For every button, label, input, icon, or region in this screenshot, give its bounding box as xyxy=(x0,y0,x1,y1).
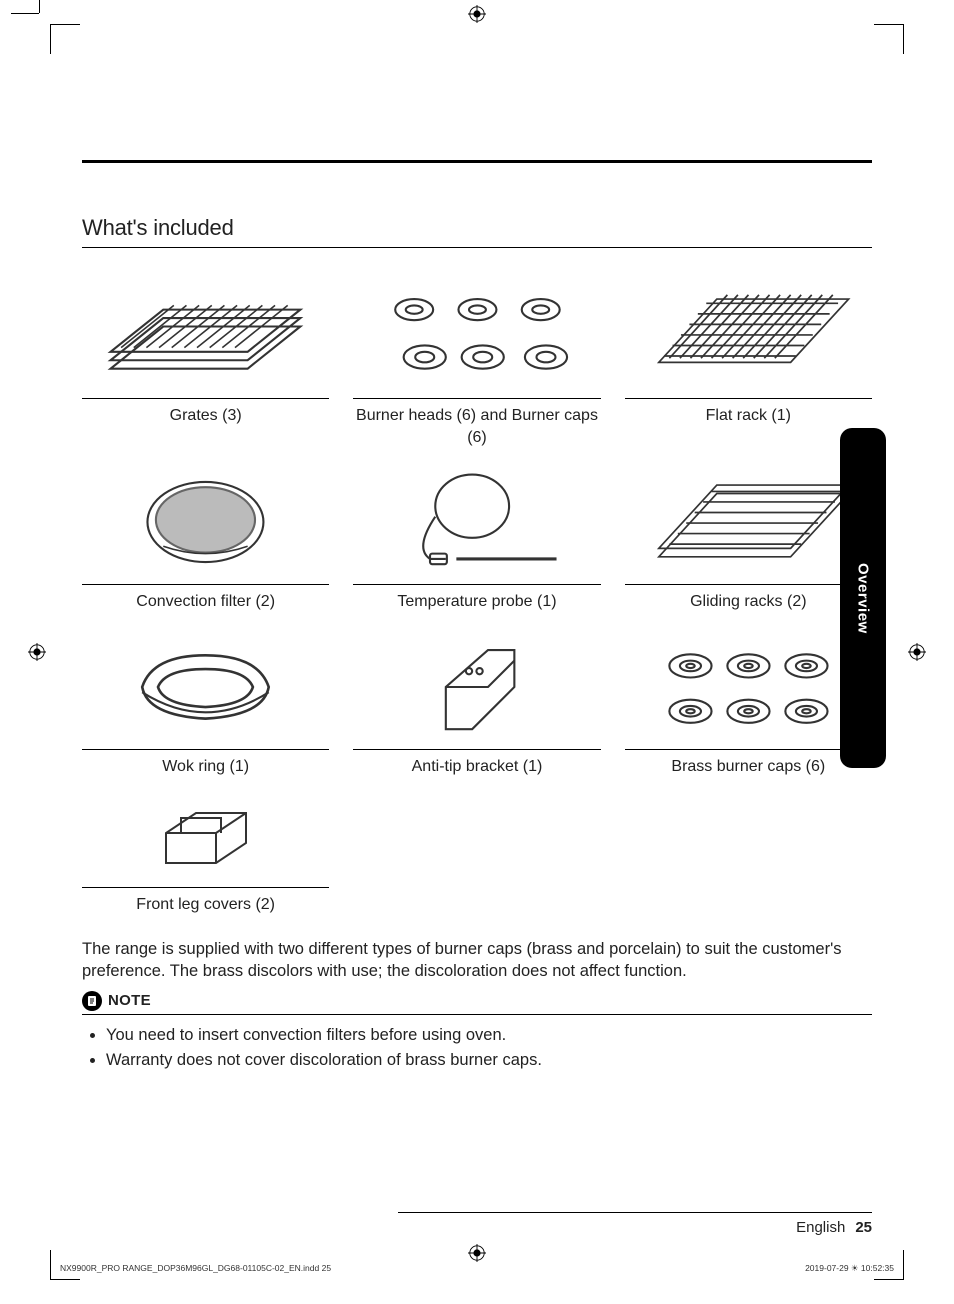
grates-illustration xyxy=(82,278,329,394)
meta-filename: NX9900R_PRO RANGE_DOP36M96GL_DG68-01105C… xyxy=(60,1263,331,1274)
item-convection-filter: Convection filter (2) xyxy=(82,464,329,613)
wok-ring-illustration xyxy=(82,629,329,745)
header-rule xyxy=(82,160,872,163)
side-tab-label: Overview xyxy=(855,563,872,634)
note-icon xyxy=(82,991,102,1011)
temperature-probe-illustration xyxy=(353,464,600,580)
front-leg-covers-illustration xyxy=(82,793,329,883)
meta-timestamp: 2019-07-29 ☀ 10:52:35 xyxy=(805,1263,894,1274)
section-title: What's included xyxy=(82,215,872,248)
item-caption: Flat rack (1) xyxy=(625,405,872,427)
note-item: You need to insert convection filters be… xyxy=(106,1023,872,1049)
item-grates: Grates (3) xyxy=(82,278,329,448)
page-footer: English 25 xyxy=(398,1212,872,1236)
item-caption: Burner heads (6) and Burner caps (6) xyxy=(353,405,600,448)
item-caption: Gliding racks (2) xyxy=(625,591,872,613)
item-gliding-racks: Gliding racks (2) xyxy=(625,464,872,613)
registration-mark-icon xyxy=(28,643,46,661)
item-burner-heads-caps: Burner heads (6) and Burner caps (6) xyxy=(353,278,600,448)
note-label: NOTE xyxy=(108,992,151,1009)
body-paragraph: The range is supplied with two different… xyxy=(82,938,872,983)
item-flat-rack: Flat rack (1) xyxy=(625,278,872,448)
note-item: Warranty does not cover discoloration of… xyxy=(106,1048,872,1074)
registration-mark-icon xyxy=(908,643,926,661)
item-front-leg-covers: Front leg covers (2) xyxy=(82,793,329,916)
item-caption: Temperature probe (1) xyxy=(353,591,600,613)
item-wok-ring: Wok ring (1) xyxy=(82,629,329,778)
burner-heads-illustration xyxy=(353,278,600,394)
item-temperature-probe: Temperature probe (1) xyxy=(353,464,600,613)
item-caption: Front leg covers (2) xyxy=(82,894,329,916)
side-tab-overview: Overview xyxy=(840,428,886,768)
item-brass-burner-caps: Brass burner caps (6) xyxy=(625,629,872,778)
page-number: 25 xyxy=(855,1219,872,1236)
item-anti-tip-bracket: Anti-tip bracket (1) xyxy=(353,629,600,778)
anti-tip-bracket-illustration xyxy=(353,629,600,745)
item-caption: Convection filter (2) xyxy=(82,591,329,613)
convection-filter-illustration xyxy=(82,464,329,580)
brass-burner-caps-illustration xyxy=(625,629,872,745)
flat-rack-illustration xyxy=(625,278,872,394)
item-caption: Brass burner caps (6) xyxy=(625,756,872,778)
registration-mark-icon xyxy=(468,5,486,23)
item-caption: Wok ring (1) xyxy=(82,756,329,778)
gliding-racks-illustration xyxy=(625,464,872,580)
footer-language: English xyxy=(796,1219,845,1236)
registration-mark-icon xyxy=(468,1244,486,1262)
item-caption: Anti-tip bracket (1) xyxy=(353,756,600,778)
item-caption: Grates (3) xyxy=(82,405,329,427)
